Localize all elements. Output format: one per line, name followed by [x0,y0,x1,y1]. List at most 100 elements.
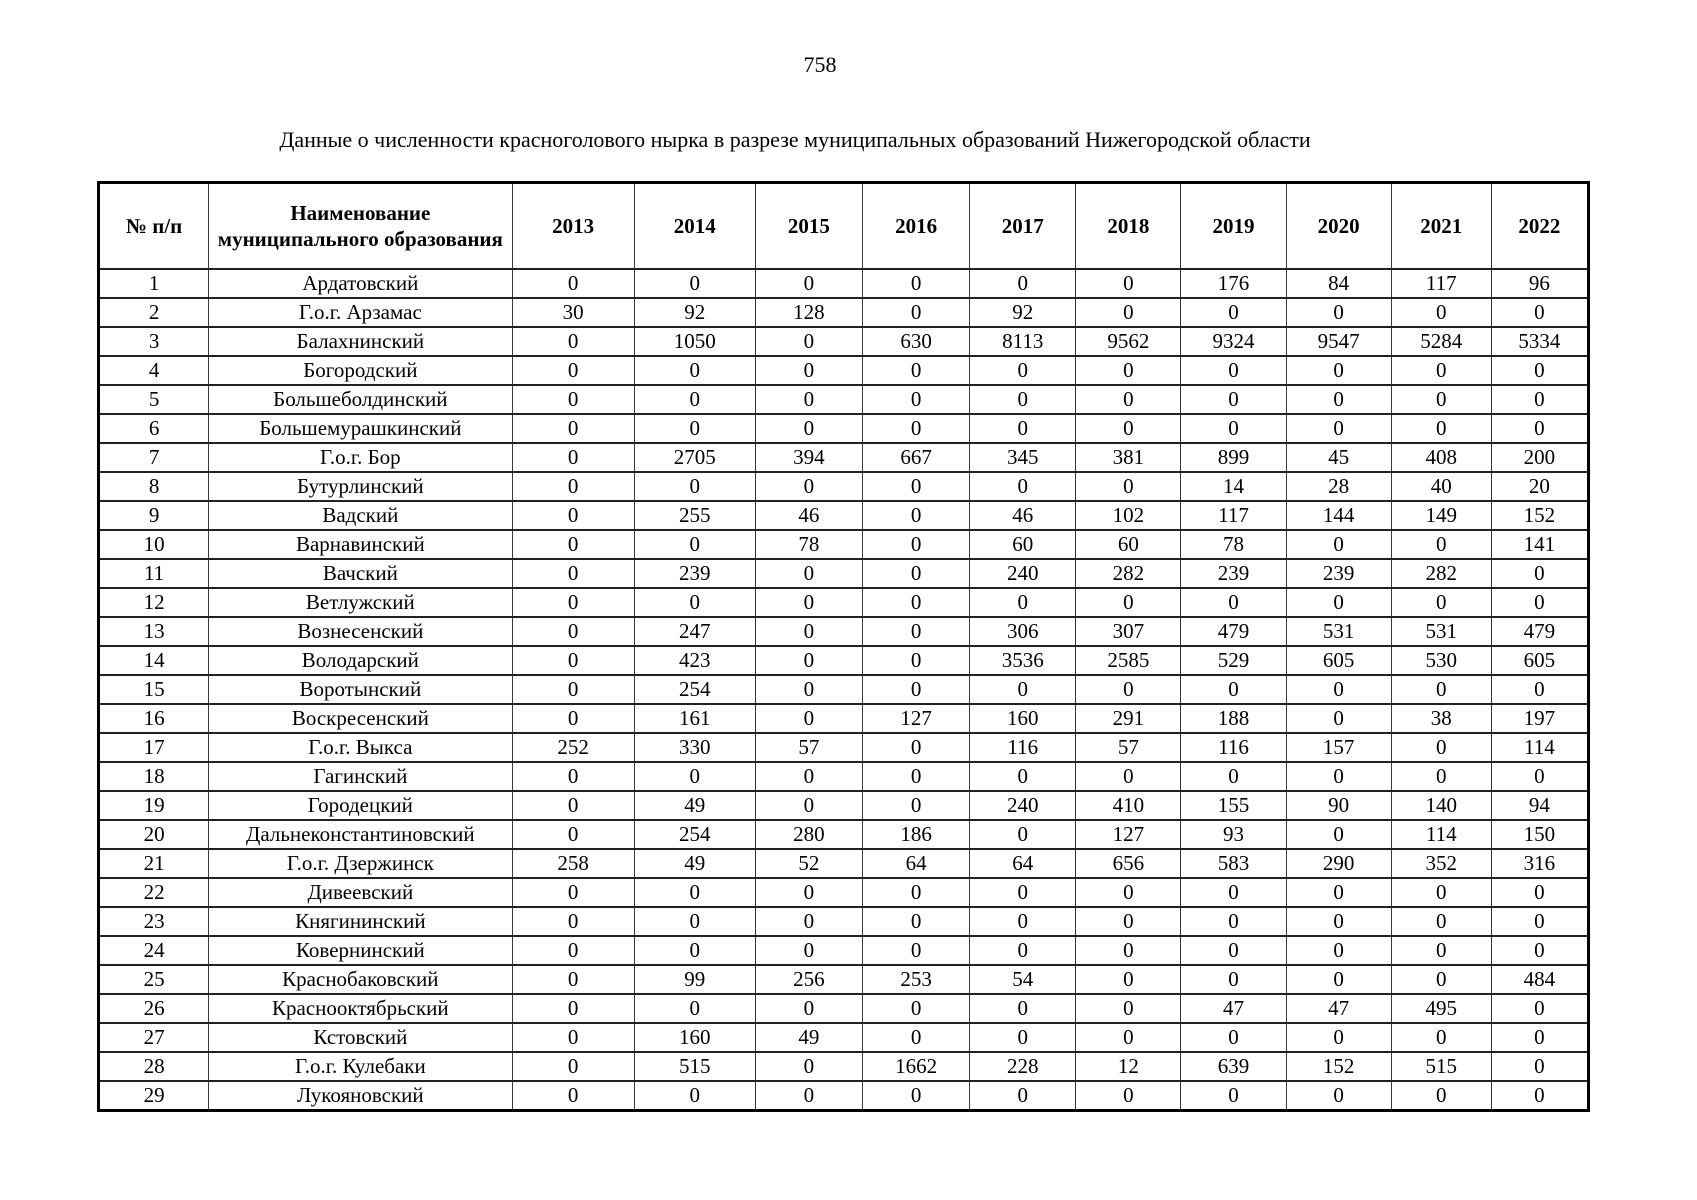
count-value-cell: 57 [754,732,864,763]
municipality-name-cell: Дальнеконстантиновский [208,819,513,850]
table-header-row: № п/п Наименование муниципального образо… [97,181,1590,270]
count-value-cell: 84 [1285,268,1392,299]
column-header-municipality-name: Наименование муниципального образования [208,181,513,270]
count-value-cell: 127 [1075,819,1182,850]
municipality-counts-table: № п/п Наименование муниципального образо… [97,181,1590,1112]
count-value-cell: 0 [1285,355,1392,386]
count-value-cell: 0 [969,906,1077,937]
municipality-name-cell: Ковернинский [208,935,513,966]
count-value-cell: 0 [1390,732,1492,763]
count-value-cell: 0 [754,877,864,908]
count-value-cell: 5334 [1490,326,1590,357]
count-value-cell: 0 [861,616,971,647]
count-value-cell: 0 [754,906,864,937]
count-value-cell: 0 [1490,587,1590,618]
row-number-cell: 13 [97,616,210,647]
municipality-name-cell: Краснооктябрьский [208,993,513,1024]
count-value-cell: 0 [633,761,756,792]
count-value-cell: 14 [1180,471,1287,502]
count-value-cell: 0 [1490,1022,1590,1053]
count-value-cell: 161 [633,703,756,734]
table-row: 14 Володарский 0 423 0 0 3536 2585 529 605 530 605 [97,645,1590,676]
count-value-cell: 0 [511,790,635,821]
municipality-name-cell: Лукояновский [208,1080,513,1112]
count-value-cell: 0 [969,761,1077,792]
count-value-cell: 0 [1075,906,1182,937]
count-value-cell: 479 [1180,616,1287,647]
row-number-cell: 6 [97,413,210,444]
count-value-cell: 0 [1390,906,1492,937]
row-number-cell: 24 [97,935,210,966]
count-value-cell: 150 [1490,819,1590,850]
count-value-cell: 0 [1180,1080,1287,1112]
count-value-cell: 3536 [969,645,1077,676]
count-value-cell: 117 [1390,268,1492,299]
row-number-cell: 12 [97,587,210,618]
count-value-cell: 0 [511,819,635,850]
count-value-cell: 0 [754,1051,864,1082]
count-value-cell: 0 [1490,674,1590,705]
count-value-cell: 20 [1490,471,1590,502]
municipality-name-cell: Богородский [208,355,513,386]
count-value-cell: 605 [1490,645,1590,676]
count-value-cell: 0 [1075,355,1182,386]
count-value-cell: 47 [1285,993,1392,1024]
count-value-cell: 0 [1390,674,1492,705]
count-value-cell: 0 [969,935,1077,966]
count-value-cell: 157 [1285,732,1392,763]
count-value-cell: 28 [1285,471,1392,502]
count-value-cell: 0 [511,471,635,502]
count-value-cell: 0 [1490,1080,1590,1112]
count-value-cell: 9547 [1285,326,1392,357]
count-value-cell: 247 [633,616,756,647]
count-value-cell: 0 [633,1080,756,1112]
table-row: 27 Кстовский 0 160 49 0 0 0 0 0 0 0 [97,1022,1590,1053]
count-value-cell: 0 [511,703,635,734]
count-value-cell: 256 [754,964,864,995]
count-value-cell: 0 [861,500,971,531]
count-value-cell: 254 [633,819,756,850]
table-row: 7 Г.о.г. Бор 0 2705 394 667 345 381 899 45 408 200 [97,442,1590,473]
table-row: 17 Г.о.г. Выкса 252 330 57 0 116 57 116 157 0 114 [97,732,1590,763]
table-row: 18 Гагинский 0 0 0 0 0 0 0 0 0 0 [97,761,1590,792]
row-number-cell: 28 [97,1051,210,1082]
count-value-cell: 630 [861,326,971,357]
count-value-cell: 54 [969,964,1077,995]
count-value-cell: 0 [1490,558,1590,589]
table-row: 24 Ковернинский 0 0 0 0 0 0 0 0 0 0 [97,935,1590,966]
count-value-cell: 531 [1390,616,1492,647]
count-value-cell: 102 [1075,500,1182,531]
count-value-cell: 254 [633,674,756,705]
count-value-cell: 186 [861,819,971,850]
count-value-cell: 0 [1285,384,1392,415]
table-row: 16 Воскресенский 0 161 0 127 160 291 188 0 38 197 [97,703,1590,734]
count-value-cell: 0 [969,268,1077,299]
count-value-cell: 0 [1490,297,1590,328]
row-number-cell: 14 [97,645,210,676]
column-header-year: 2019 [1180,181,1287,270]
count-value-cell: 46 [969,500,1077,531]
count-value-cell: 49 [754,1022,864,1053]
count-value-cell: 0 [1390,587,1492,618]
count-value-cell: 0 [754,587,864,618]
count-value-cell: 0 [861,558,971,589]
count-value-cell: 0 [633,384,756,415]
row-number-cell: 4 [97,355,210,386]
count-value-cell: 255 [633,500,756,531]
count-value-cell: 0 [754,413,864,444]
count-value-cell: 0 [1075,761,1182,792]
count-value-cell: 0 [1180,964,1287,995]
row-number-cell: 8 [97,471,210,502]
count-value-cell: 0 [511,1022,635,1053]
count-value-cell: 64 [861,848,971,879]
count-value-cell: 515 [633,1051,756,1082]
count-value-cell: 197 [1490,703,1590,734]
table-row: 22 Дивеевский 0 0 0 0 0 0 0 0 0 0 [97,877,1590,908]
count-value-cell: 258 [511,848,635,879]
count-value-cell: 141 [1490,529,1590,560]
count-value-cell: 47 [1180,993,1287,1024]
municipality-name-cell: Ардатовский [208,268,513,299]
count-value-cell: 114 [1390,819,1492,850]
count-value-cell: 0 [1490,993,1590,1024]
count-value-cell: 605 [1285,645,1392,676]
